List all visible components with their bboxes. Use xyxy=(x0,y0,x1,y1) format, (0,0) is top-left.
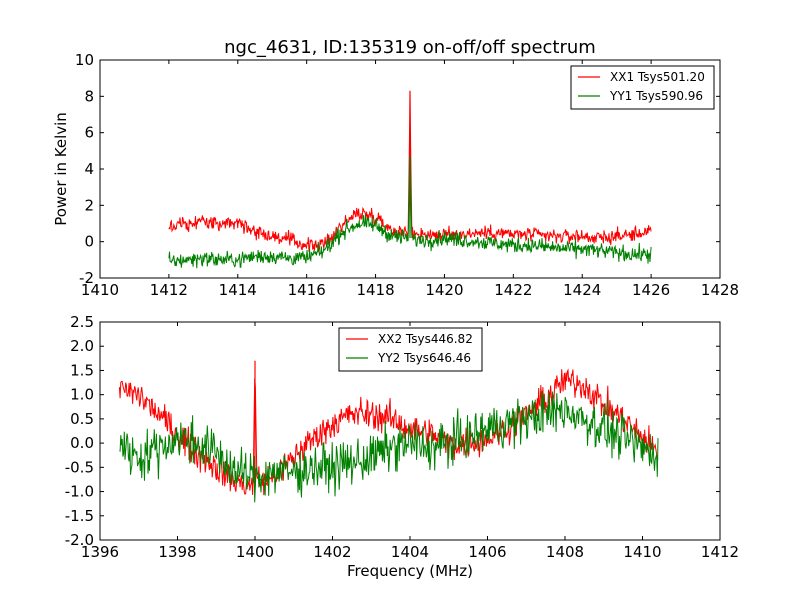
legend-label-xx2: XX2 Tsys446.82 xyxy=(378,332,473,346)
y-tick-label-0-3: 4 xyxy=(84,160,94,178)
y-tick-label-1-8: 2.0 xyxy=(70,337,94,355)
top-spectrum-panel: ngc_4631, ID:135319 on-off/off spectrum … xyxy=(52,37,739,299)
x-tick-label-1-4: 1404 xyxy=(391,543,429,561)
x-tick-label-0-6: 1422 xyxy=(494,281,532,299)
y-tick-label-0-6: 10 xyxy=(75,51,94,69)
chart-title: ngc_4631, ID:135319 on-off/off spectrum xyxy=(224,37,596,58)
y-tick-label-1-1: -1.5 xyxy=(65,507,94,525)
y-tick-label-1-5: 0.5 xyxy=(70,410,94,428)
x-axis-label: Frequency (MHz) xyxy=(347,562,473,580)
x-tick-label-0-8: 1426 xyxy=(632,281,670,299)
y-tick-label-0-1: 0 xyxy=(84,233,94,251)
legend-label-yy1: YY1 Tsys590.96 xyxy=(609,89,703,103)
y-tick-label-0-5: 8 xyxy=(84,87,94,105)
top-legend: XX1 Tsys501.20 YY1 Tsys590.96 xyxy=(570,65,715,110)
top-legend-box xyxy=(570,65,715,110)
y-axis-label: Power in Kelvin xyxy=(52,112,70,226)
series-line-1-1 xyxy=(119,390,659,503)
y-tick-label-1-2: -1.0 xyxy=(65,483,94,501)
x-tick-label-1-0: 1396 xyxy=(81,543,119,561)
x-tick-label-1-6: 1408 xyxy=(546,543,584,561)
x-tick-label-0-7: 1424 xyxy=(563,281,601,299)
y-tick-label-0-2: 2 xyxy=(84,196,94,214)
x-tick-label-1-1: 1398 xyxy=(158,543,196,561)
y-tick-label-1-4: 0.0 xyxy=(70,434,94,452)
x-tick-label-1-2: 1400 xyxy=(236,543,274,561)
y-tick-label-1-6: 1.0 xyxy=(70,386,94,404)
x-tick-label-1-8: 1412 xyxy=(701,543,739,561)
top-plot-area: 1410 1412 1414 1416 1418 1420 1422 1424 1426 1428… xyxy=(75,51,739,299)
bottom-legend: XX2 Tsys446.82 YY2 Tsys646.46 xyxy=(338,327,483,372)
y-tick-label-1-9: 2.5 xyxy=(70,313,94,331)
y-tick-label-1-0: -2.0 xyxy=(65,531,94,549)
x-tick-label-0-0: 1410 xyxy=(81,281,119,299)
x-tick-label-0-3: 1416 xyxy=(288,281,326,299)
y-tick-label-0-0: -2 xyxy=(79,269,94,287)
bottom-plot-area: 1396 1398 1400 1402 1404 1406 1408 1410 1412 -2.0… xyxy=(65,313,739,561)
y-tick-label-1-3: -0.5 xyxy=(65,458,94,476)
x-tick-label-1-5: 1406 xyxy=(468,543,506,561)
series-line-1-0 xyxy=(118,368,659,496)
x-tick-label-0-1: 1412 xyxy=(150,281,188,299)
x-tick-label-1-7: 1410 xyxy=(623,543,661,561)
x-tick-label-0-9: 1428 xyxy=(701,281,739,299)
x-tick-label-0-2: 1414 xyxy=(219,281,257,299)
y-tick-label-1-7: 1.5 xyxy=(70,361,94,379)
legend-label-yy2: YY2 Tsys646.46 xyxy=(377,351,471,365)
y-tick-label-0-4: 6 xyxy=(84,124,94,142)
bottom-spectrum-panel: Frequency (MHz) 1396 1398 1400 1402 1404 1406… xyxy=(65,313,739,580)
x-tick-label-0-4: 1418 xyxy=(356,281,394,299)
bottom-legend-box xyxy=(338,327,483,372)
x-tick-label-0-5: 1420 xyxy=(425,281,463,299)
legend-label-xx1: XX1 Tsys501.20 xyxy=(610,70,705,84)
x-tick-label-1-3: 1402 xyxy=(313,543,351,561)
